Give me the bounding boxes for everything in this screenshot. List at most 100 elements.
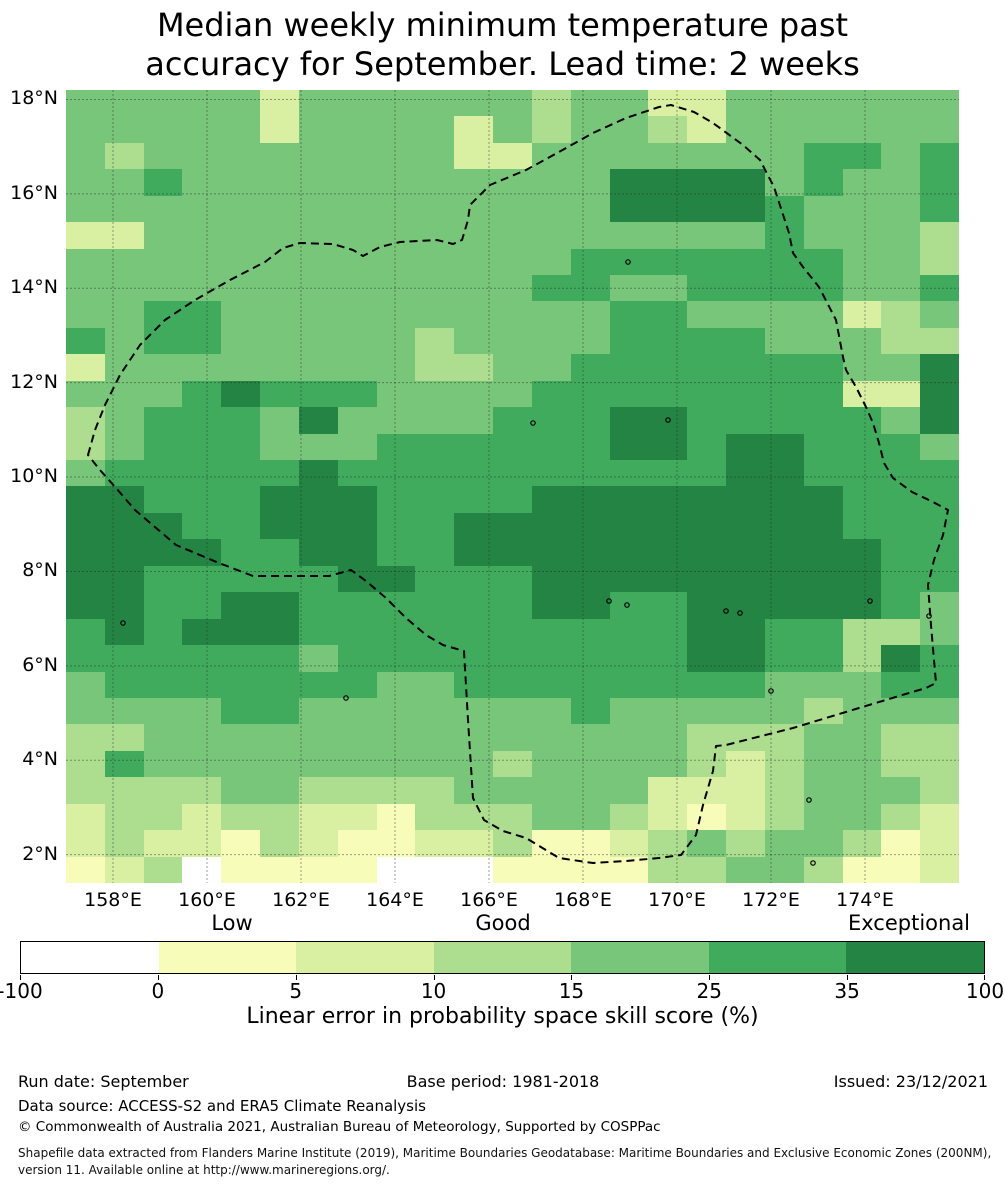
heatmap-cell bbox=[376, 433, 416, 461]
heatmap-cell bbox=[803, 195, 843, 223]
heatmap-cell bbox=[454, 592, 494, 619]
heatmap-cell bbox=[920, 275, 959, 302]
heatmap-cell bbox=[920, 116, 959, 143]
colorbar-tick-label: 35 bbox=[834, 979, 860, 1003]
heatmap-cell bbox=[182, 856, 222, 883]
heatmap-cell bbox=[920, 460, 959, 487]
heatmap-cell bbox=[842, 830, 882, 857]
heatmap-cell bbox=[842, 777, 882, 804]
heatmap-cell bbox=[687, 248, 727, 276]
heatmap-cell bbox=[570, 275, 610, 302]
heatmap-cell bbox=[493, 248, 532, 276]
heatmap-cell bbox=[66, 777, 105, 804]
heatmap-cell bbox=[221, 90, 261, 117]
heatmap-cell bbox=[221, 539, 261, 566]
heatmap-cell bbox=[493, 142, 532, 170]
heatmap-cell bbox=[66, 301, 105, 328]
island-outline bbox=[867, 598, 873, 604]
heatmap-cell bbox=[493, 539, 532, 566]
heatmap-cell bbox=[764, 486, 804, 513]
heatmap-cell bbox=[648, 433, 688, 461]
heatmap-cell bbox=[66, 195, 105, 223]
heatmap-cell bbox=[493, 512, 532, 540]
heatmap-cell bbox=[570, 697, 610, 725]
heatmap-cell bbox=[920, 142, 959, 170]
heatmap-cell bbox=[570, 486, 610, 513]
heatmap-cell bbox=[920, 565, 959, 593]
heatmap-cell bbox=[687, 380, 727, 408]
heatmap-cell bbox=[493, 116, 532, 143]
heatmap-cell bbox=[143, 803, 183, 831]
heatmap-cell bbox=[415, 856, 455, 883]
heatmap-cell bbox=[764, 512, 804, 540]
heatmap-cell bbox=[570, 195, 610, 223]
heatmap-cell bbox=[648, 539, 688, 566]
heatmap-cell bbox=[648, 830, 688, 857]
heatmap-cell bbox=[415, 592, 455, 619]
colorbar-tick-label: 15 bbox=[558, 979, 585, 1003]
heatmap-cell bbox=[881, 592, 921, 619]
heatmap-cell bbox=[881, 460, 921, 487]
heatmap-cell bbox=[104, 222, 144, 249]
colorbar-tick bbox=[984, 975, 985, 980]
heatmap-cell bbox=[415, 90, 455, 117]
heatmap-cell bbox=[260, 592, 299, 619]
heatmap-cell bbox=[415, 777, 455, 804]
heatmap-cell bbox=[609, 460, 649, 487]
heatmap-cell bbox=[803, 565, 843, 593]
heatmap-cell bbox=[143, 195, 183, 223]
heatmap-cell bbox=[570, 407, 610, 434]
heatmap-cell bbox=[726, 407, 765, 434]
heatmap-cell bbox=[221, 116, 261, 143]
heatmap-cell bbox=[143, 222, 183, 249]
heatmap-cell bbox=[803, 671, 843, 698]
heatmap-cell bbox=[298, 327, 338, 355]
heatmap-cell bbox=[66, 407, 105, 434]
heatmap-cell bbox=[337, 671, 377, 698]
heatmap-cell bbox=[920, 512, 959, 540]
heatmap-cell bbox=[881, 645, 921, 672]
heatmap-cell bbox=[648, 856, 688, 883]
heatmap-cell bbox=[687, 486, 727, 513]
heatmap-cell bbox=[842, 327, 882, 355]
colorbar-segment bbox=[571, 942, 709, 973]
heatmap-cell bbox=[570, 433, 610, 461]
heatmap-cell bbox=[337, 460, 377, 487]
heatmap-cell bbox=[260, 724, 299, 751]
heatmap-cell bbox=[764, 222, 804, 249]
heatmap-cell bbox=[415, 486, 455, 513]
heatmap-cell bbox=[298, 460, 338, 487]
heatmap-cell bbox=[531, 512, 571, 540]
heatmap-cell bbox=[182, 407, 222, 434]
heatmap-cell bbox=[920, 169, 959, 196]
heatmap-cell bbox=[570, 327, 610, 355]
heatmap-cell bbox=[493, 195, 532, 223]
heatmap-cell bbox=[881, 724, 921, 751]
heatmap-cell bbox=[881, 169, 921, 196]
heatmap-cell bbox=[454, 460, 494, 487]
heatmap-cell bbox=[376, 750, 416, 778]
heatmap-cell bbox=[881, 407, 921, 434]
heatmap-cell bbox=[920, 618, 959, 646]
heatmap-cell bbox=[337, 407, 377, 434]
heatmap-cell bbox=[260, 777, 299, 804]
latitude-tick-label: 8°N bbox=[22, 559, 58, 582]
heatmap-cell bbox=[337, 90, 377, 117]
heatmap-cell bbox=[182, 592, 222, 619]
heatmap-cell bbox=[570, 248, 610, 276]
heatmap-cell bbox=[454, 433, 494, 461]
heatmap-cell bbox=[143, 142, 183, 170]
heatmap-cell bbox=[221, 592, 261, 619]
heatmap-cell bbox=[803, 460, 843, 487]
heatmap-cell bbox=[143, 777, 183, 804]
heatmap-cell bbox=[531, 618, 571, 646]
heatmap-cell bbox=[920, 433, 959, 461]
heatmap-cell bbox=[260, 512, 299, 540]
heatmap-cell bbox=[493, 592, 532, 619]
heatmap-cell bbox=[260, 327, 299, 355]
heatmap-cell bbox=[609, 195, 649, 223]
heatmap-cell bbox=[842, 618, 882, 646]
heatmap-cell bbox=[531, 645, 571, 672]
heatmap-cell bbox=[143, 90, 183, 117]
heatmap-cell bbox=[570, 142, 610, 170]
